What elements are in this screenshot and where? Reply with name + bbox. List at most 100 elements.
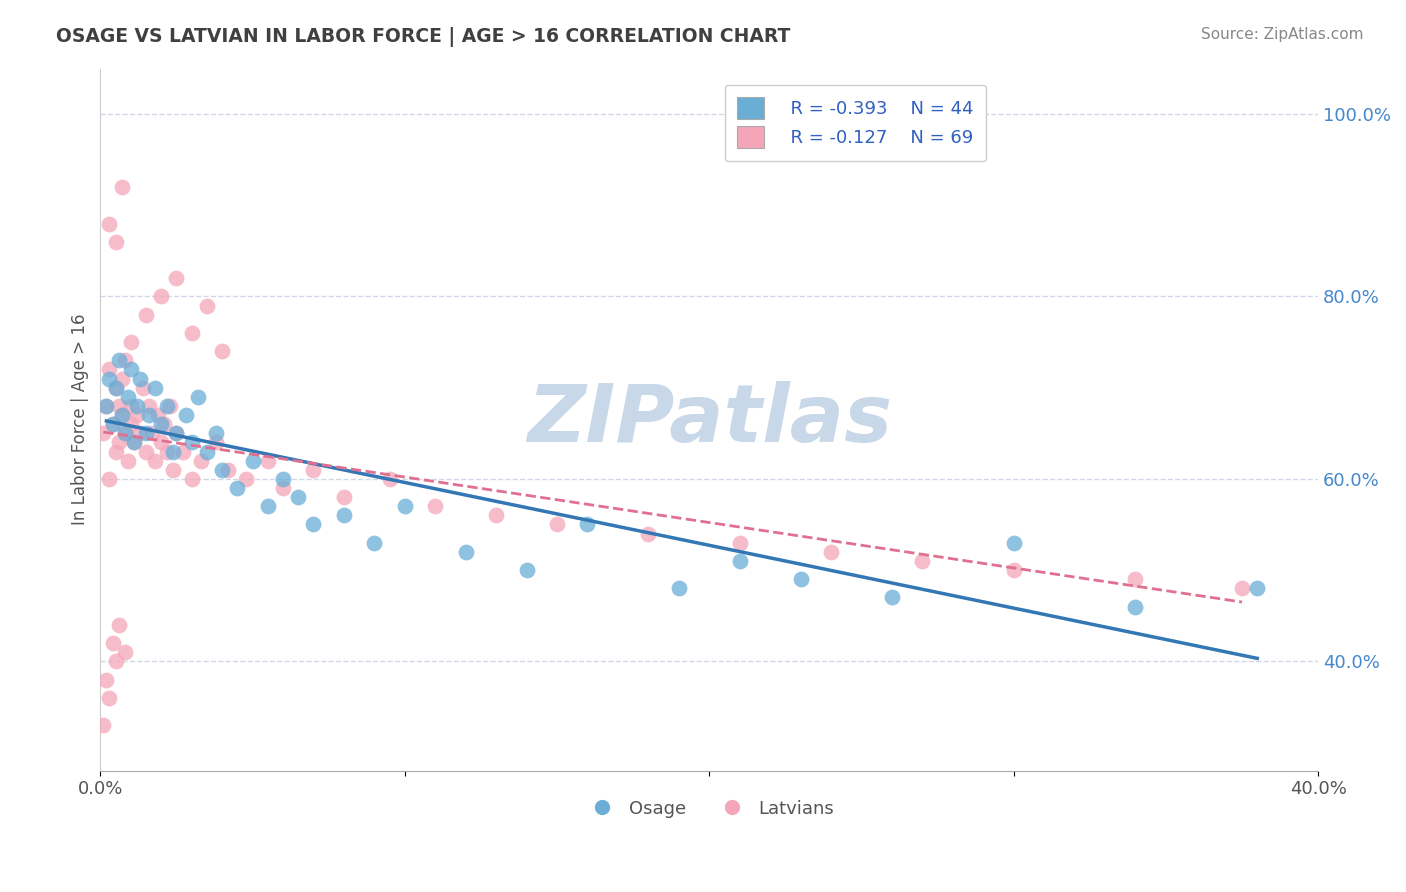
Point	[485, 508, 508, 523]
Point	[1125, 599, 1147, 614]
Point	[96, 399, 118, 413]
Point	[141, 426, 163, 441]
Point	[211, 344, 233, 359]
Point	[104, 235, 127, 249]
Point	[96, 673, 118, 687]
Point	[166, 271, 188, 285]
Point	[728, 535, 751, 549]
Point	[122, 435, 145, 450]
Point	[546, 517, 568, 532]
Point	[911, 554, 934, 568]
Point	[394, 500, 416, 514]
Point	[107, 435, 129, 450]
Point	[880, 591, 903, 605]
Point	[101, 417, 124, 432]
Point	[120, 417, 142, 432]
Point	[256, 453, 278, 467]
Point	[93, 426, 115, 441]
Point	[187, 390, 209, 404]
Point	[98, 217, 121, 231]
Point	[516, 563, 538, 577]
Point	[333, 490, 356, 504]
Point	[159, 399, 181, 413]
Point	[120, 399, 142, 413]
Point	[271, 481, 294, 495]
Point	[135, 426, 157, 441]
Legend: Osage, Latvians: Osage, Latvians	[576, 792, 842, 825]
Point	[190, 453, 212, 467]
Point	[180, 472, 202, 486]
Point	[107, 617, 129, 632]
Point	[117, 390, 139, 404]
Point	[135, 444, 157, 458]
Point	[1230, 582, 1253, 596]
Point	[122, 435, 145, 450]
Y-axis label: In Labor Force | Age > 16: In Labor Force | Age > 16	[72, 314, 89, 525]
Point	[96, 399, 118, 413]
Point	[789, 572, 811, 586]
Point	[1002, 535, 1025, 549]
Point	[211, 463, 233, 477]
Point	[217, 463, 239, 477]
Point	[120, 335, 142, 350]
Point	[1246, 582, 1268, 596]
Point	[235, 472, 257, 486]
Point	[166, 426, 188, 441]
Point	[135, 308, 157, 322]
Point	[668, 582, 690, 596]
Point	[111, 371, 134, 385]
Text: ZIPatlas: ZIPatlas	[527, 381, 891, 458]
Point	[132, 381, 155, 395]
Text: Source: ZipAtlas.com: Source: ZipAtlas.com	[1201, 27, 1364, 42]
Point	[104, 444, 127, 458]
Point	[156, 444, 179, 458]
Point	[180, 435, 202, 450]
Point	[138, 408, 160, 422]
Point	[454, 545, 477, 559]
Point	[205, 426, 228, 441]
Point	[104, 381, 127, 395]
Point	[1002, 563, 1025, 577]
Point	[333, 508, 356, 523]
Point	[172, 444, 194, 458]
Point	[98, 362, 121, 376]
Point	[114, 353, 136, 368]
Point	[242, 453, 264, 467]
Point	[195, 444, 218, 458]
Point	[114, 645, 136, 659]
Point	[205, 435, 228, 450]
Point	[93, 718, 115, 732]
Point	[107, 353, 129, 368]
Point	[576, 517, 599, 532]
Point	[129, 371, 152, 385]
Point	[98, 371, 121, 385]
Point	[256, 500, 278, 514]
Point	[195, 299, 218, 313]
Point	[104, 654, 127, 668]
Point	[98, 690, 121, 705]
Point	[125, 399, 148, 413]
Point	[637, 526, 659, 541]
Point	[728, 554, 751, 568]
Point	[363, 535, 385, 549]
Point	[302, 517, 325, 532]
Point	[114, 426, 136, 441]
Point	[143, 381, 166, 395]
Point	[271, 472, 294, 486]
Point	[143, 453, 166, 467]
Point	[820, 545, 842, 559]
Point	[120, 362, 142, 376]
Point	[166, 426, 188, 441]
Point	[180, 326, 202, 340]
Point	[226, 481, 249, 495]
Point	[111, 408, 134, 422]
Point	[125, 408, 148, 422]
Point	[162, 463, 184, 477]
Point	[174, 408, 197, 422]
Point	[98, 472, 121, 486]
Point	[111, 408, 134, 422]
Point	[148, 408, 170, 422]
Point	[104, 381, 127, 395]
Point	[302, 463, 325, 477]
Point	[111, 180, 134, 194]
